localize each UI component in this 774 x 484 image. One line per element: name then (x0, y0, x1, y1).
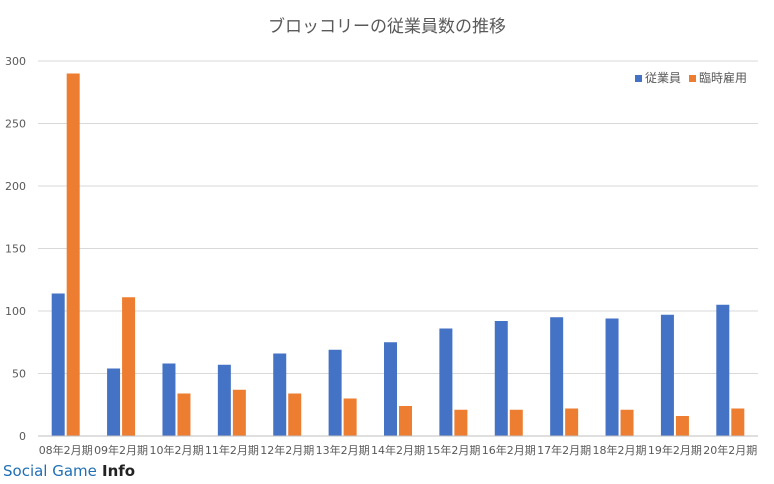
bar-employees-5 (328, 349, 342, 436)
bar-employees-11 (660, 314, 674, 436)
bar-employees-9 (550, 317, 564, 436)
y-tick-label: 100 (5, 305, 26, 318)
x-tick-label: 15年2月期 (426, 443, 480, 457)
bars (51, 73, 745, 436)
x-tick-label: 14年2月期 (371, 443, 425, 457)
x-tick-label: 10年2月期 (149, 443, 203, 457)
chart-title: ブロッコリーの従業員数の推移 (268, 16, 506, 37)
bar-employees-12 (716, 304, 730, 436)
bar-temporary-12 (731, 408, 745, 436)
bar-employees-1 (107, 368, 121, 436)
watermark-logo-text: Social Game (3, 462, 97, 480)
bar-temporary-11 (675, 416, 689, 436)
bar-temporary-1 (122, 297, 136, 436)
bar-employees-0 (51, 293, 65, 436)
x-tick-label: 08年2月期 (39, 443, 93, 457)
legend-swatch-temporary (689, 75, 696, 82)
y-tick-label: 200 (5, 180, 26, 193)
bar-temporary-3 (232, 389, 246, 436)
bar-employees-2 (162, 363, 176, 436)
y-tick-label: 50 (12, 368, 26, 381)
bar-employees-4 (273, 353, 287, 436)
x-axis-ticks: 08年2月期 09年2月期 10年2月期 11年2月期 12年2月期 13年2月期 14年2… (39, 443, 758, 457)
bar-employees-8 (494, 321, 508, 436)
legend-label-employees: 従業員 (645, 71, 681, 85)
x-tick-label: 11年2月期 (205, 443, 259, 457)
bar-temporary-8 (509, 409, 523, 436)
bar-employees-7 (439, 328, 453, 436)
x-tick-label: 20年2月期 (703, 443, 757, 457)
y-tick-label: 250 (5, 118, 26, 131)
x-tick-label: 09年2月期 (94, 443, 148, 457)
x-tick-label: 13年2月期 (316, 443, 370, 457)
x-tick-label: 16年2月期 (482, 443, 536, 457)
y-axis-ticks: 0 50 100 150 200 250 300 (5, 55, 26, 443)
bar-temporary-2 (177, 393, 191, 436)
legend-swatch-employees (635, 75, 642, 82)
legend: 従業員 臨時雇用 (635, 70, 747, 85)
bar-employees-10 (605, 318, 619, 436)
bar-temporary-10 (620, 409, 634, 436)
bar-temporary-4 (288, 393, 302, 436)
gridlines (38, 60, 758, 374)
watermark-logo-text-bold: Info (102, 462, 136, 480)
y-tick-label: 0 (19, 430, 26, 443)
bar-employees-3 (217, 364, 231, 436)
y-tick-label: 150 (5, 243, 26, 256)
bar-temporary-7 (454, 409, 468, 436)
bar-temporary-0 (66, 73, 80, 436)
x-tick-label: 18年2月期 (593, 443, 647, 457)
bar-temporary-5 (343, 398, 357, 436)
x-tick-label: 12年2月期 (260, 443, 314, 457)
bar-employees-6 (384, 342, 397, 436)
bar-temporary-9 (565, 408, 579, 436)
y-tick-label: 300 (5, 55, 26, 68)
legend-label-temporary: 臨時雇用 (699, 70, 747, 85)
bar-temporary-6 (399, 406, 412, 436)
x-tick-label: 19年2月期 (648, 443, 702, 457)
x-tick-label: 17年2月期 (537, 443, 591, 457)
